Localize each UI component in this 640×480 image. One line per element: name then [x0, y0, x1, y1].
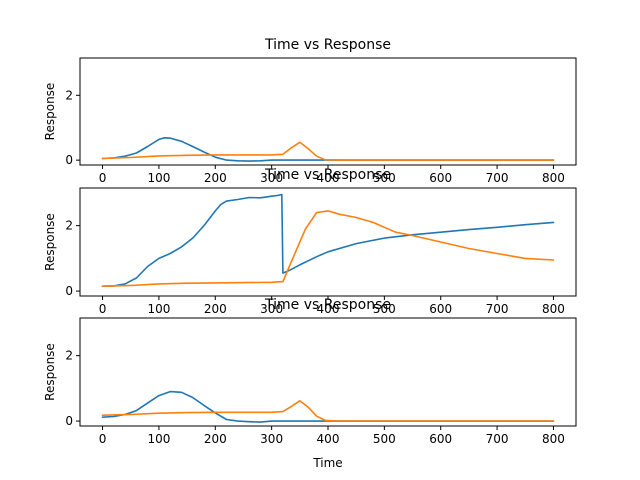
x-tick-label: 0 — [99, 302, 107, 316]
x-tick-label: 800 — [542, 171, 565, 185]
x-tick-label: 200 — [204, 171, 227, 185]
chart-panel-2: 0 100 200 300 400 500 600 700 800 0 2 Response Time … — [43, 167, 577, 316]
series-line-2 — [101, 141, 555, 161]
x-tick-label: 500 — [373, 171, 396, 185]
x-tick-label: 300 — [260, 302, 283, 316]
x-tick-label: 300 — [260, 171, 283, 185]
chart-title: Time vs Response — [264, 167, 391, 183]
x-tick-label: 800 — [542, 432, 565, 446]
x-tick-label: 300 — [260, 432, 283, 446]
x-tick-label: 0 — [99, 171, 107, 185]
x-tick-label: 100 — [147, 432, 170, 446]
x-tick-label: 600 — [429, 171, 452, 185]
chart-title: Time vs Response — [264, 297, 391, 313]
y-tick-label: 2 — [65, 349, 73, 363]
y-axis-label: Response — [43, 83, 57, 141]
x-tick-label: 100 — [147, 171, 170, 185]
axes-frame — [79, 57, 577, 166]
x-tick-label: 700 — [486, 302, 509, 316]
x-axis-label: Time — [312, 456, 342, 470]
y-tick-label: 0 — [65, 153, 73, 167]
x-tick-label: 700 — [486, 171, 509, 185]
x-tick-label: 600 — [429, 432, 452, 446]
x-tick-label: 800 — [542, 302, 565, 316]
x-tick-label: 400 — [317, 302, 340, 316]
x-tick-label: 500 — [373, 302, 396, 316]
x-tick-label: 200 — [204, 302, 227, 316]
x-tick-label: 600 — [429, 302, 452, 316]
x-tick-label: 500 — [373, 432, 396, 446]
x-tick-label: 400 — [317, 171, 340, 185]
y-tick-label: 0 — [65, 284, 73, 298]
series-line-2 — [101, 210, 555, 287]
y-tick-label: 2 — [65, 219, 73, 233]
chart-title: Time vs Response — [264, 37, 391, 53]
y-axis-label: Response — [43, 343, 57, 401]
chart-panel-1: 0 100 200 300 400 500 600 700 800 0 2 Response Time … — [43, 37, 577, 185]
x-tick-label: 200 — [204, 432, 227, 446]
axes-frame — [79, 187, 577, 297]
x-tick-label: 400 — [317, 432, 340, 446]
x-tick-label: 100 — [147, 302, 170, 316]
x-tick-label: 700 — [486, 432, 509, 446]
series-line-2 — [101, 400, 555, 422]
x-tick-label: 0 — [99, 432, 107, 446]
y-tick-label: 0 — [65, 414, 73, 428]
chart-panel-3: 0 100 200 300 400 500 600 700 800 0 2 Response Time … — [43, 297, 577, 470]
y-axis-label: Response — [43, 213, 57, 271]
axes-frame — [79, 317, 577, 427]
y-tick-label: 2 — [65, 88, 73, 102]
